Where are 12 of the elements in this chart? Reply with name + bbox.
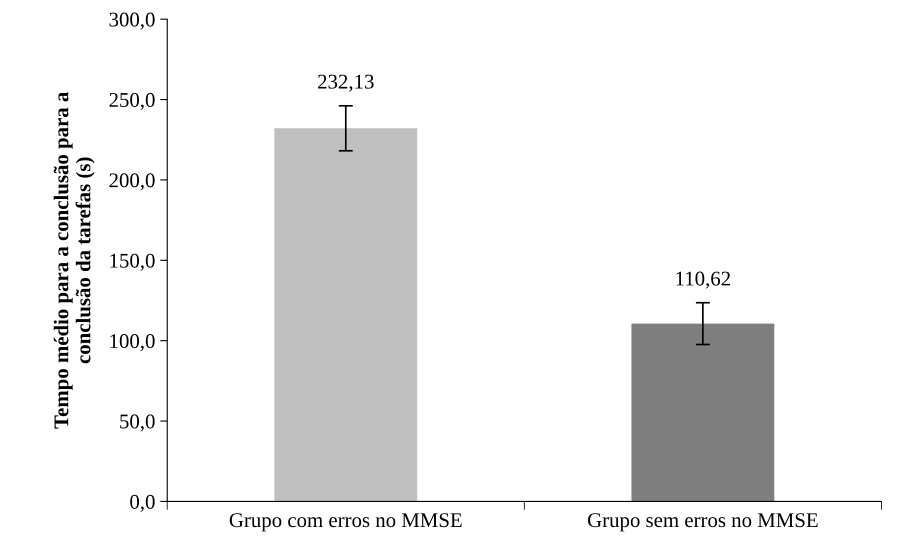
data-label: 232,13 (318, 74, 374, 92)
y-axis-title: Tempo médio para a conclusão para a conclusão da tarefas (s) (54, 92, 95, 429)
y-tick-label: 250,0 (109, 92, 155, 110)
y-tick-label: 50,0 (120, 414, 155, 432)
y-tick-label: 0,0 (130, 494, 155, 512)
y-tick-label: 300,0 (110, 12, 155, 30)
y-tick-label: 100,0 (110, 334, 155, 352)
data-label: 110,62 (676, 272, 730, 289)
x-tick-label: Grupo com erros no MMSE (230, 513, 462, 532)
y-tick-label: 200,0 (109, 173, 155, 190)
x-tick-label: Grupo sem erros no MMSE (588, 513, 818, 532)
y-tick-label: 150,0 (110, 254, 155, 271)
